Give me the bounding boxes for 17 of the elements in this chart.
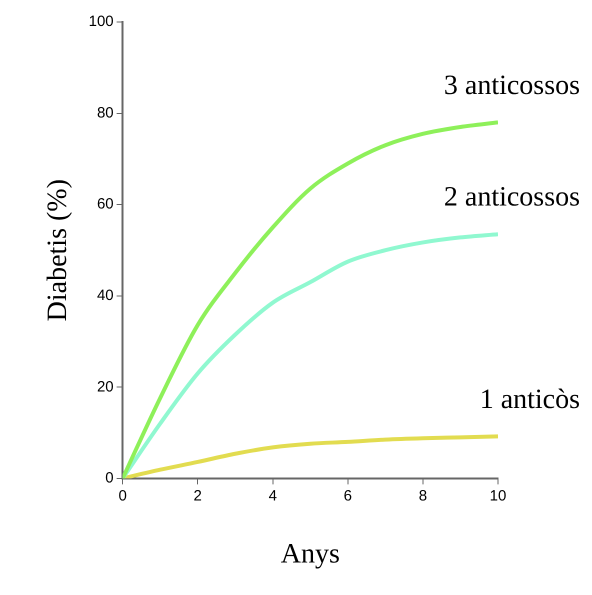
x-tick-label: 0: [118, 488, 127, 505]
x-tick-label: 10: [490, 488, 506, 505]
series-label: 2 anticossos: [444, 182, 580, 213]
y-tick-label: 20: [96, 378, 114, 396]
y-axis-title: Diabetis (%): [42, 179, 74, 322]
y-tick-label: 40: [96, 286, 114, 304]
y-tick-label: 100: [88, 13, 114, 30]
x-tick-label: 2: [194, 488, 202, 505]
series-label: 1 anticòs: [480, 384, 580, 415]
x-tick-label: 4: [268, 488, 277, 505]
x-tick-label: 8: [418, 488, 428, 505]
x-axis-title: Anys: [280, 538, 340, 570]
y-tick-label: 80: [96, 104, 114, 122]
y-tick-label: 0: [105, 470, 114, 487]
x-tick-label: 6: [344, 488, 352, 505]
y-tick-label: 60: [96, 196, 114, 213]
series-label: 3 anticossos: [444, 70, 580, 101]
